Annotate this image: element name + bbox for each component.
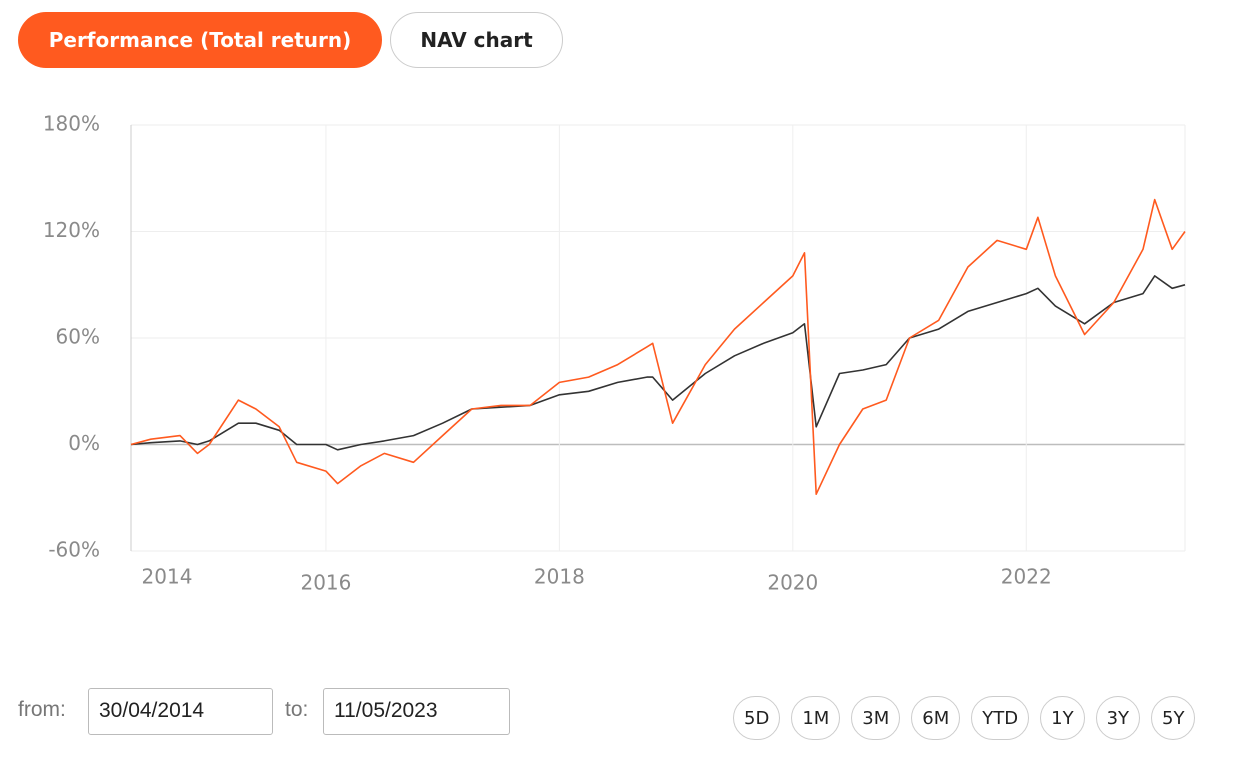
y-tick-label: 120% (43, 218, 100, 242)
chart: -60% 0% 60% 120% 180% 2014 2016 2018 2020 2022 (43, 112, 1186, 595)
period-button[interactable]: 3Y (1095, 696, 1141, 740)
to-input[interactable]: 11/05/2023 (323, 688, 510, 735)
series-line (130, 198, 1186, 495)
y-tick-label: 180% (43, 112, 100, 136)
from-label: from: (18, 698, 66, 721)
period-button[interactable]: 5Y (1151, 696, 1196, 740)
tab-performance[interactable]: Performance (Total return) (18, 12, 382, 68)
x-tick-label: 2016 (300, 571, 351, 595)
period-button[interactable]: 1M (791, 696, 841, 740)
period-button[interactable]: 5D (733, 696, 781, 740)
period-button[interactable]: YTD (971, 696, 1030, 740)
x-tick-label: 2014 (142, 565, 193, 589)
period-button[interactable]: 6M (911, 696, 961, 740)
y-tick-label: -60% (48, 538, 100, 562)
y-tick-label: 60% (56, 325, 100, 349)
x-tick-label: 2020 (767, 571, 818, 595)
from-input[interactable]: 30/04/2014 (88, 688, 273, 735)
to-label: to: (285, 698, 309, 721)
period-buttons: 5D 1M 3M 6M YTD 1Y 3Y 5Y (733, 696, 1236, 742)
x-tick-label: 2018 (534, 565, 585, 589)
tab-nav-chart[interactable]: NAV chart (390, 12, 563, 68)
y-tick-label: 0% (68, 431, 100, 455)
period-button[interactable]: 3M (851, 696, 901, 740)
series-line (130, 275, 1186, 451)
x-tick-label: 2022 (1001, 565, 1052, 589)
period-button[interactable]: 1Y (1040, 696, 1085, 740)
